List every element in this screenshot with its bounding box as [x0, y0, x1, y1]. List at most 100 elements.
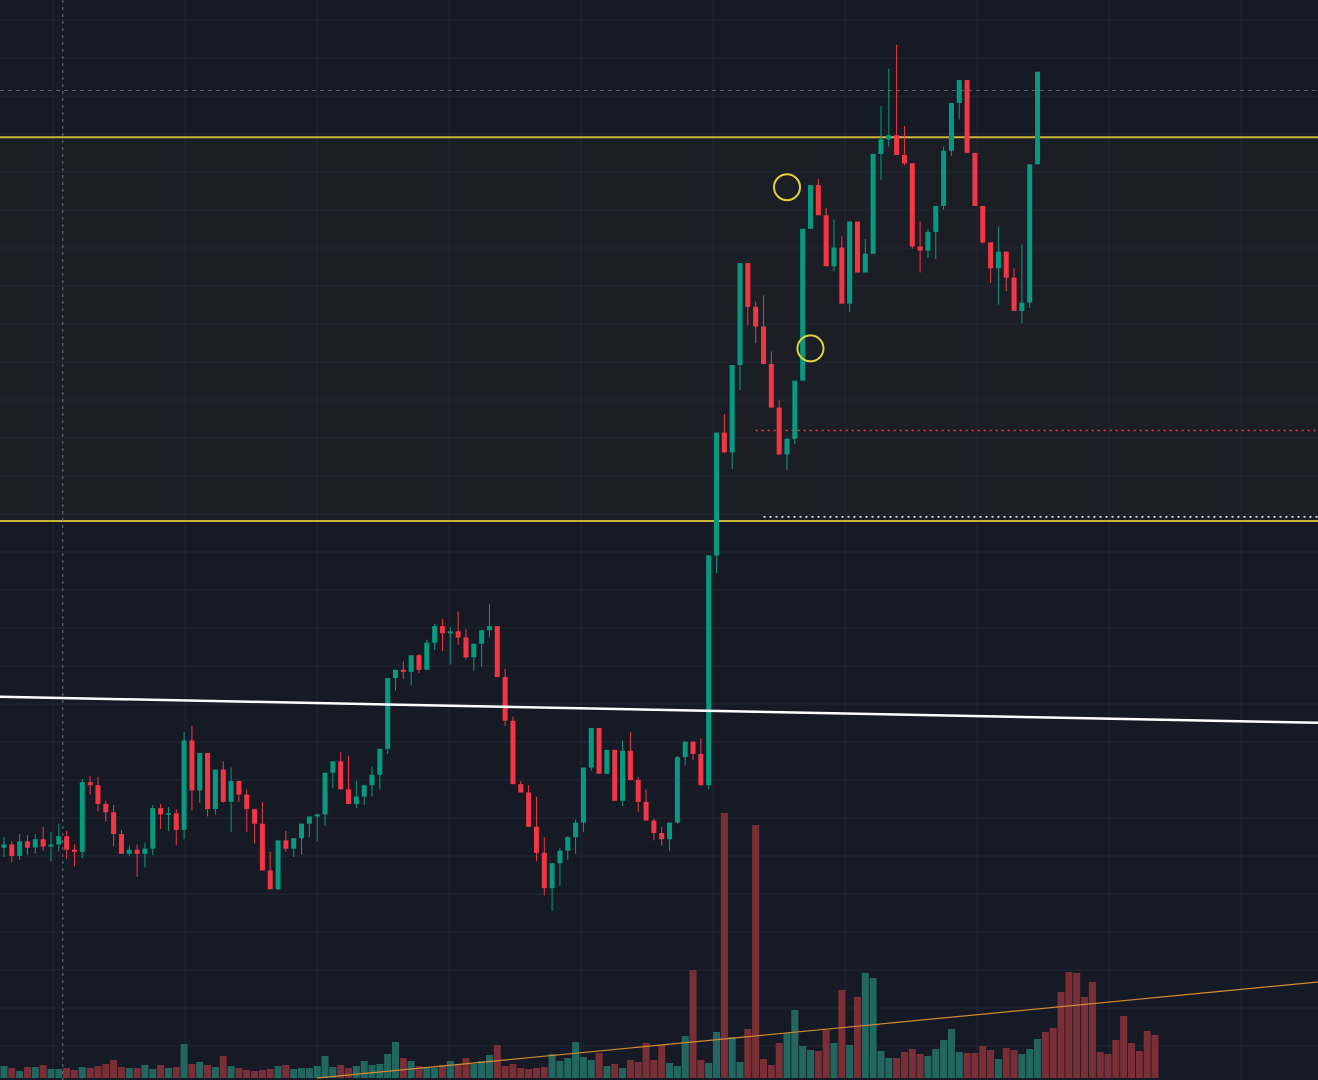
- candle: [761, 295, 767, 364]
- candle-body: [447, 631, 453, 634]
- candle-body: [682, 741, 688, 758]
- candle-body: [228, 781, 234, 802]
- candle: [596, 728, 602, 774]
- candle-body: [79, 782, 85, 852]
- volume-bar: [423, 1067, 431, 1078]
- candle: [32, 834, 38, 854]
- volume-bar: [188, 1064, 196, 1078]
- volume-bar: [955, 1052, 963, 1078]
- price-level-lines[interactable]: [0, 89, 1318, 523]
- candle: [792, 380, 798, 445]
- candle: [682, 741, 688, 766]
- volume-bar: [658, 1045, 666, 1078]
- candle: [447, 627, 453, 665]
- candle: [377, 748, 383, 790]
- candle-body: [745, 263, 751, 307]
- candle: [870, 153, 876, 254]
- volume-bar: [869, 978, 877, 1078]
- candle: [854, 221, 860, 273]
- volume-bar: [149, 1069, 157, 1078]
- volume-bar: [1010, 1050, 1018, 1078]
- candle: [299, 823, 305, 855]
- candle: [479, 630, 485, 667]
- candle: [173, 809, 179, 846]
- volume-bar: [1041, 1032, 1049, 1078]
- volume-bar: [1135, 1051, 1143, 1078]
- volume-bar: [376, 1064, 384, 1078]
- candle: [502, 668, 508, 726]
- candle-body: [526, 792, 532, 827]
- candle-body: [627, 750, 633, 780]
- candle: [964, 80, 970, 153]
- volume-bar: [345, 1068, 353, 1078]
- volume-bar: [932, 1049, 940, 1078]
- candle: [400, 661, 406, 680]
- candle-body: [901, 154, 907, 164]
- volume-bar: [305, 1068, 313, 1078]
- candle: [737, 263, 743, 390]
- candle-body: [941, 150, 947, 206]
- candle: [948, 102, 954, 156]
- candle: [878, 106, 884, 180]
- candle-body: [510, 720, 516, 785]
- volume-bar: [329, 1067, 337, 1078]
- volume-bar: [963, 1053, 971, 1078]
- circle-markers[interactable]: [773, 173, 825, 363]
- volume-bar: [1151, 1035, 1159, 1078]
- candle: [439, 618, 445, 652]
- candle: [79, 778, 85, 858]
- candle-body: [854, 221, 860, 273]
- volume-bar: [266, 1069, 274, 1078]
- volume-bar: [947, 1029, 955, 1078]
- volume-bar: [55, 1069, 63, 1078]
- candle: [972, 152, 978, 206]
- candle-body: [9, 844, 15, 856]
- candle-body: [87, 782, 93, 786]
- candle-body: [956, 80, 962, 103]
- volume-bar: [70, 1070, 78, 1078]
- volume-bar: [290, 1069, 298, 1078]
- candle-body: [439, 626, 445, 634]
- candle-body: [667, 822, 673, 840]
- volume-bar: [908, 1049, 916, 1078]
- candle-body: [557, 850, 563, 864]
- candle-body: [275, 840, 281, 890]
- volume-bar: [258, 1070, 266, 1078]
- candle-body: [721, 432, 727, 453]
- volume-bar: [705, 1063, 713, 1078]
- candle-body: [150, 808, 156, 849]
- volume-bar: [900, 1052, 908, 1078]
- candle-body: [56, 836, 62, 845]
- volume-bar: [78, 1067, 86, 1078]
- volume-bar: [1073, 973, 1081, 1078]
- volume-bar: [994, 1059, 1002, 1078]
- volume-bar: [462, 1058, 470, 1078]
- candle: [721, 413, 727, 453]
- candle-body: [236, 781, 242, 795]
- candle: [745, 263, 751, 326]
- volume-bar: [540, 1067, 548, 1078]
- candle-body: [761, 326, 767, 364]
- volume-bar: [697, 1060, 705, 1078]
- candle-body: [17, 841, 23, 856]
- candle-body: [596, 728, 602, 774]
- candle: [118, 829, 124, 854]
- candle: [1027, 164, 1033, 308]
- candle-body: [878, 139, 884, 154]
- candle: [839, 236, 845, 304]
- candle-body: [299, 823, 305, 839]
- candle: [212, 769, 218, 815]
- candle-body: [322, 772, 328, 815]
- candle: [706, 555, 712, 790]
- volume-bar: [822, 1030, 830, 1078]
- volume-bar: [438, 1065, 446, 1078]
- candle: [40, 826, 46, 851]
- trend-line[interactable]: [0, 695, 1318, 725]
- candle-body: [635, 780, 641, 802]
- candle-body: [706, 555, 712, 786]
- candle-body: [259, 823, 265, 871]
- candle-body: [831, 247, 837, 267]
- volume-bar: [360, 1061, 368, 1078]
